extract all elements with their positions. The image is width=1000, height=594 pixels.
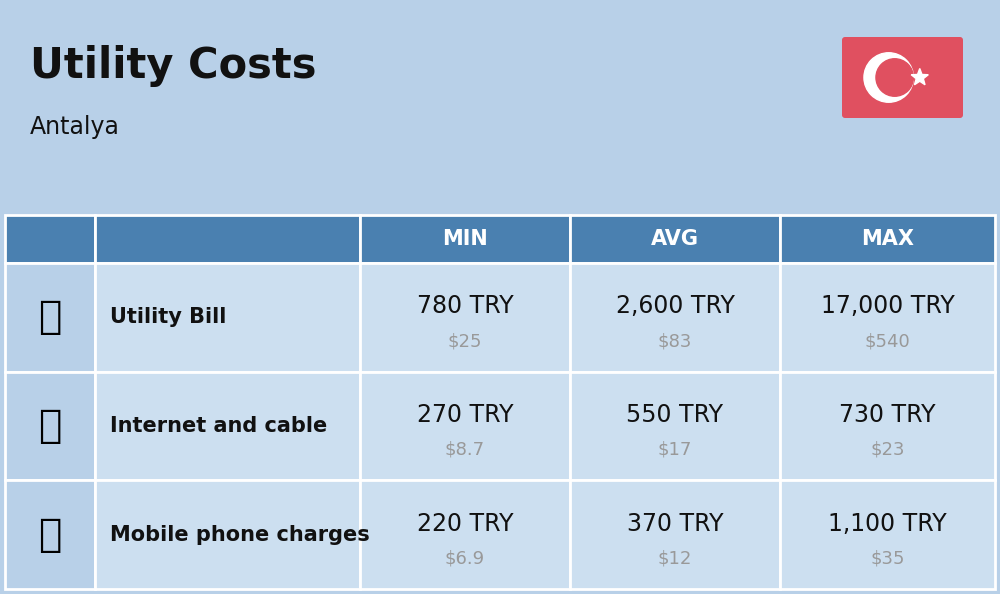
Bar bbox=[95, 263, 360, 372]
Bar bbox=[570, 263, 780, 372]
Bar bbox=[570, 372, 780, 481]
Bar bbox=[360, 263, 570, 372]
Text: $6.9: $6.9 bbox=[445, 549, 485, 568]
Bar bbox=[5, 215, 95, 263]
Text: $8.7: $8.7 bbox=[445, 441, 485, 459]
Bar bbox=[95, 215, 360, 263]
Text: 550 TRY: 550 TRY bbox=[626, 403, 724, 427]
Bar bbox=[780, 481, 995, 589]
Text: $25: $25 bbox=[448, 332, 482, 350]
Text: Internet and cable: Internet and cable bbox=[110, 416, 327, 436]
Bar bbox=[570, 481, 780, 589]
Bar bbox=[360, 372, 570, 481]
Circle shape bbox=[876, 59, 913, 96]
Text: MAX: MAX bbox=[861, 229, 914, 249]
Text: 1,100 TRY: 1,100 TRY bbox=[828, 512, 947, 536]
Text: 220 TRY: 220 TRY bbox=[417, 512, 513, 536]
Text: 2,600 TRY: 2,600 TRY bbox=[616, 295, 734, 318]
Text: $540: $540 bbox=[865, 332, 910, 350]
Text: $35: $35 bbox=[870, 549, 905, 568]
Text: AVG: AVG bbox=[651, 229, 699, 249]
Text: Antalya: Antalya bbox=[30, 115, 120, 139]
Text: $17: $17 bbox=[658, 441, 692, 459]
Text: 270 TRY: 270 TRY bbox=[417, 403, 513, 427]
Text: 730 TRY: 730 TRY bbox=[839, 403, 936, 427]
Text: 📱: 📱 bbox=[38, 516, 62, 554]
Text: $83: $83 bbox=[658, 332, 692, 350]
Bar bbox=[5, 481, 95, 589]
Text: $12: $12 bbox=[658, 549, 692, 568]
Bar bbox=[780, 215, 995, 263]
Text: 17,000 TRY: 17,000 TRY bbox=[821, 295, 954, 318]
Bar bbox=[5, 372, 95, 481]
Text: MIN: MIN bbox=[442, 229, 488, 249]
Bar bbox=[780, 263, 995, 372]
Polygon shape bbox=[911, 68, 928, 85]
Text: 🔌: 🔌 bbox=[38, 298, 62, 336]
Bar bbox=[5, 263, 95, 372]
Bar bbox=[95, 372, 360, 481]
Bar bbox=[95, 481, 360, 589]
FancyBboxPatch shape bbox=[842, 37, 963, 118]
Bar bbox=[360, 481, 570, 589]
Text: Utility Bill: Utility Bill bbox=[110, 307, 226, 327]
Bar bbox=[360, 215, 570, 263]
Bar bbox=[780, 372, 995, 481]
Text: 780 TRY: 780 TRY bbox=[417, 295, 513, 318]
Circle shape bbox=[864, 53, 913, 102]
Text: $23: $23 bbox=[870, 441, 905, 459]
Text: 370 TRY: 370 TRY bbox=[627, 512, 723, 536]
Text: 📶: 📶 bbox=[38, 407, 62, 445]
Text: Utility Costs: Utility Costs bbox=[30, 45, 316, 87]
Text: Mobile phone charges: Mobile phone charges bbox=[110, 525, 370, 545]
Bar bbox=[570, 215, 780, 263]
